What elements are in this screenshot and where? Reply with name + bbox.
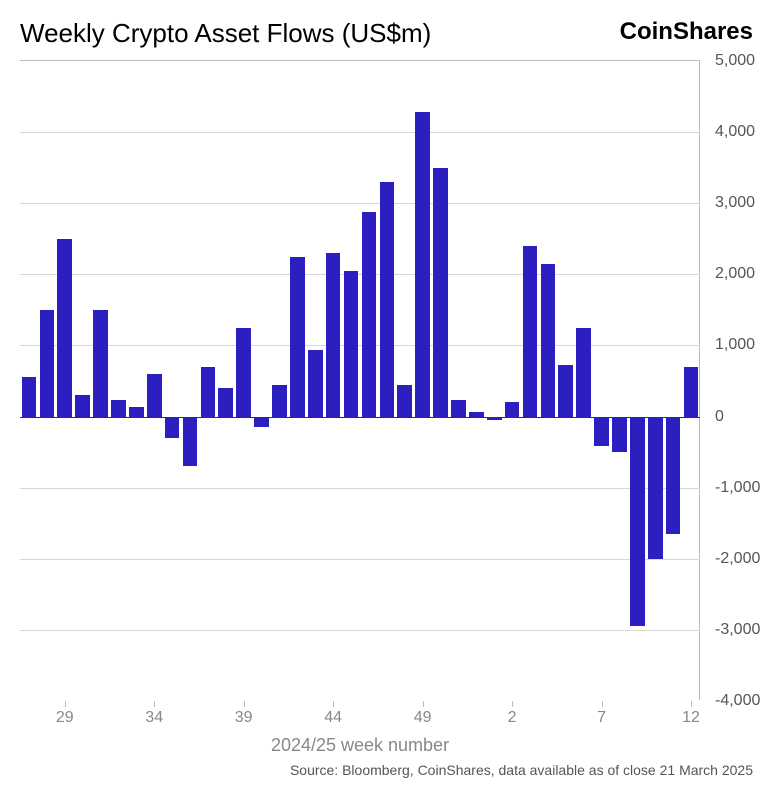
bar (648, 417, 663, 559)
plot-region: -4,000-3,000-2,000-1,00001,0002,0003,000… (20, 60, 700, 700)
y-tick-label: -4,000 (715, 692, 760, 710)
x-tick-label: 12 (682, 709, 700, 727)
x-tick-mark (65, 701, 66, 707)
gridline (20, 345, 700, 346)
bar (505, 402, 520, 416)
bar (93, 310, 108, 417)
y-tick-label: 0 (715, 408, 724, 426)
bar (594, 417, 609, 447)
bar (362, 212, 377, 416)
bar (576, 328, 591, 417)
bar (469, 412, 484, 416)
bar (308, 350, 323, 417)
gridline (20, 630, 700, 631)
bar (75, 395, 90, 416)
y-tick-label: -3,000 (715, 621, 760, 639)
x-axis-title: 2024/25 week number (271, 735, 449, 756)
x-tick-label: 49 (414, 709, 432, 727)
bar (433, 168, 448, 417)
bar (523, 246, 538, 417)
bar (272, 385, 287, 417)
bar (290, 257, 305, 417)
x-tick-label: 44 (324, 709, 342, 727)
bar (201, 367, 216, 417)
bar (236, 328, 251, 417)
x-tick-mark (333, 701, 334, 707)
y-tick-label: 5,000 (715, 52, 755, 70)
x-tick-mark (512, 701, 513, 707)
bar (666, 417, 681, 534)
bar (558, 365, 573, 416)
bar (57, 239, 72, 417)
x-tick-mark (423, 701, 424, 707)
x-tick-label: 7 (597, 709, 606, 727)
bar (397, 385, 412, 417)
bar (147, 374, 162, 417)
x-tick-label: 29 (56, 709, 74, 727)
x-tick-mark (244, 701, 245, 707)
bar (612, 417, 627, 453)
gridline (20, 203, 700, 204)
chart-area: -4,000-3,000-2,000-1,00001,0002,0003,000… (20, 60, 700, 700)
gridline (20, 559, 700, 560)
bar (487, 417, 502, 421)
x-tick-label: 2 (508, 709, 517, 727)
bar (165, 417, 180, 438)
bar (111, 400, 126, 416)
bar (183, 417, 198, 467)
bar (684, 367, 699, 417)
gridline (20, 132, 700, 133)
gridline (20, 488, 700, 489)
bar (218, 388, 233, 416)
bar (129, 407, 144, 416)
bar (344, 271, 359, 417)
chart-title: Weekly Crypto Asset Flows (US$m) (20, 18, 431, 49)
x-tick-label: 39 (235, 709, 253, 727)
bar (22, 377, 37, 416)
brand-label: CoinShares (620, 18, 753, 46)
x-tick-mark (691, 701, 692, 707)
bar (40, 310, 55, 417)
y-tick-label: 3,000 (715, 194, 755, 212)
x-tick-mark (602, 701, 603, 707)
bar (630, 417, 645, 627)
bar (451, 400, 466, 416)
x-tick-label: 34 (145, 709, 163, 727)
y-tick-label: -2,000 (715, 550, 760, 568)
y-tick-label: 1,000 (715, 336, 755, 354)
y-tick-label: -1,000 (715, 479, 760, 497)
x-tick-mark (154, 701, 155, 707)
bar (380, 182, 395, 417)
source-caption: Source: Bloomberg, CoinShares, data avai… (290, 762, 753, 778)
bar (541, 264, 556, 417)
gridline (20, 274, 700, 275)
bar (254, 417, 269, 428)
y-tick-label: 2,000 (715, 265, 755, 283)
bar (326, 253, 341, 417)
bar (415, 112, 430, 416)
y-tick-label: 4,000 (715, 123, 755, 141)
